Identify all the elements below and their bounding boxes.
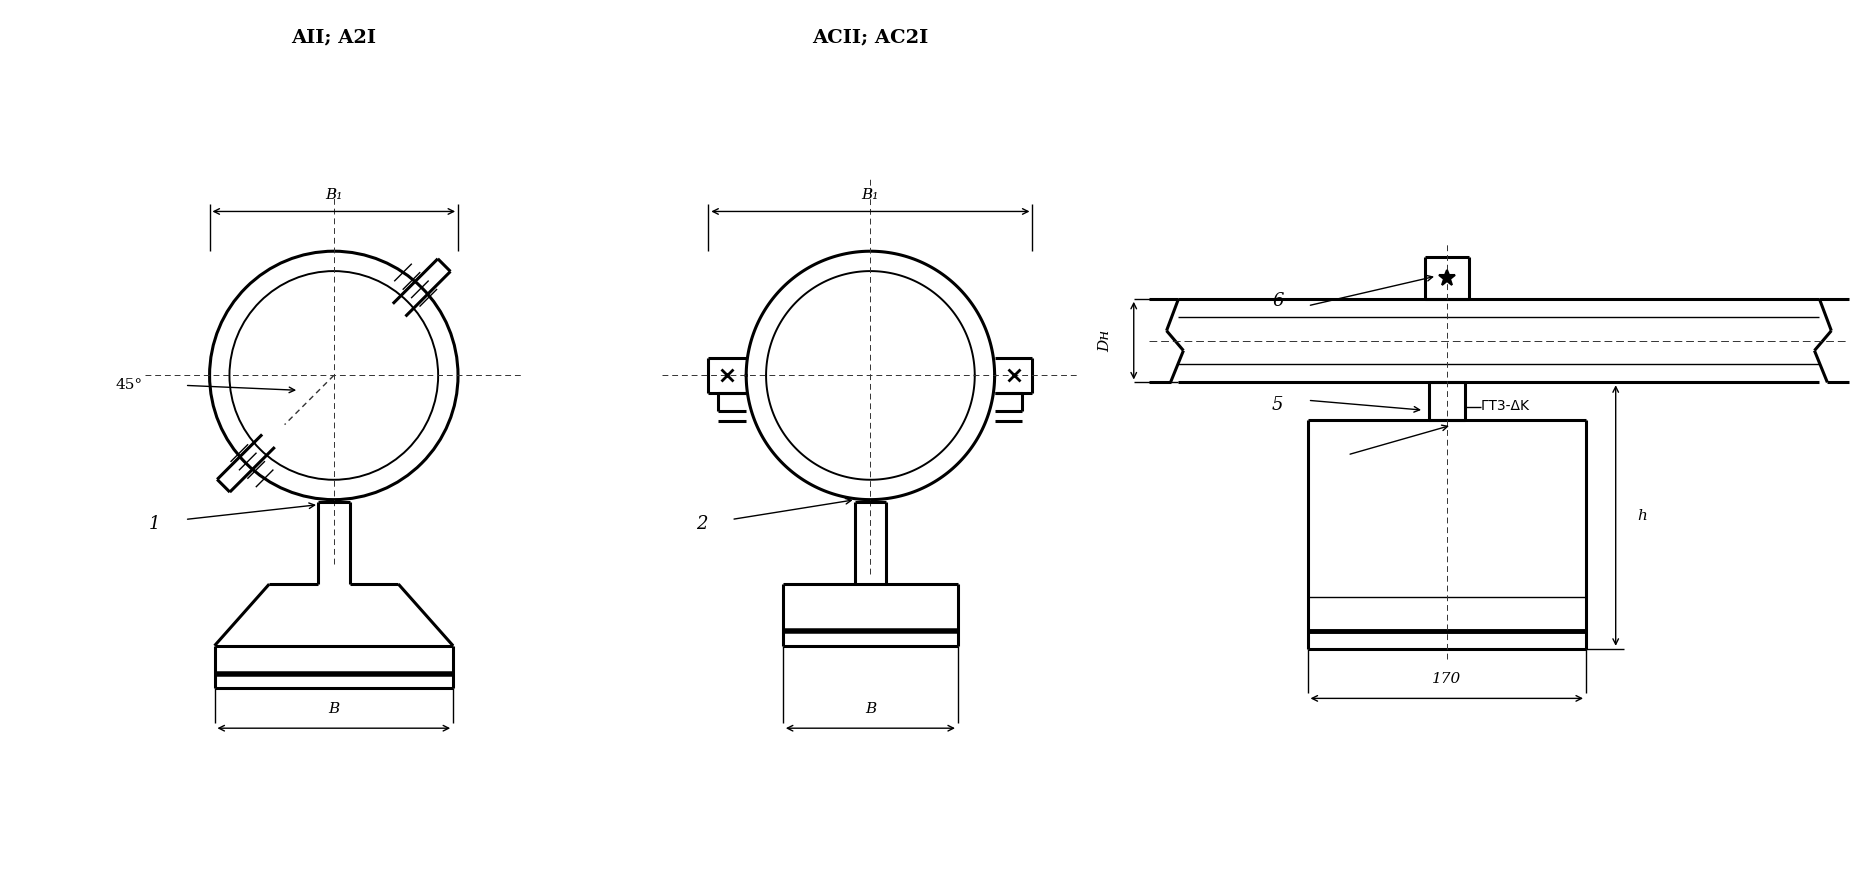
Text: B₁: B₁ — [326, 188, 342, 202]
Text: Dн: Dн — [1098, 329, 1111, 351]
Text: 2: 2 — [696, 515, 707, 534]
Text: 170: 170 — [1431, 673, 1461, 687]
Text: 6: 6 — [1272, 292, 1284, 310]
Text: B₁: B₁ — [863, 188, 879, 202]
Text: 45°: 45° — [116, 379, 142, 392]
Text: h: h — [1637, 509, 1648, 522]
Text: 1: 1 — [150, 515, 161, 534]
Text: ACII; AC2I: ACII; AC2I — [812, 28, 928, 47]
Text: 5: 5 — [1272, 396, 1284, 414]
Text: B: B — [864, 703, 876, 716]
Text: AII; A2I: AII; A2I — [292, 28, 376, 47]
Text: B: B — [327, 703, 339, 716]
Text: ГΤ3-ΔK: ГΤ3-ΔK — [1480, 399, 1530, 413]
